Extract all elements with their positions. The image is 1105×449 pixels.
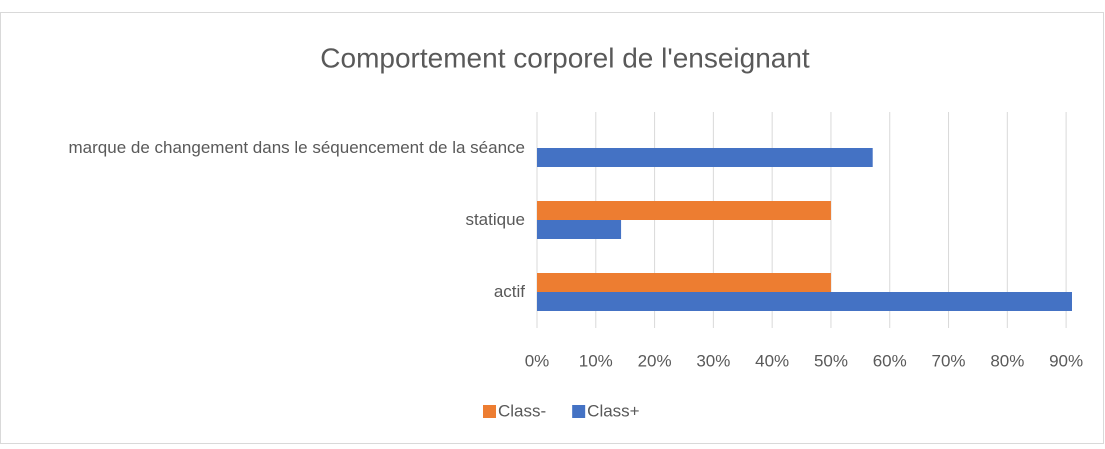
x-tick-label: 50% [814,351,848,370]
x-tick-label: 90% [1049,351,1083,370]
legend-label: Class+ [587,401,640,420]
bar [537,220,622,239]
category-label-box: marque de changement dans le séquencemen… [0,112,525,184]
legend-swatch [483,405,496,418]
x-tick-label: 20% [638,351,672,370]
legend-swatch [572,405,586,418]
chart-title: Comportement corporel de l'enseignant [320,42,810,73]
x-tick-label: 40% [755,351,789,370]
bar [537,292,1072,311]
bar [537,201,831,220]
bar [537,148,873,167]
y-tick-label: marque de changement dans le séquencemen… [68,137,525,157]
x-tick-label: 70% [932,351,966,370]
legend-label: Class- [498,401,546,420]
category-label-row: statique [0,184,525,256]
x-tick-label: 10% [579,351,613,370]
bar [537,273,831,292]
category-label-row: actif [0,256,525,328]
category-label-box: actif [0,256,525,328]
x-tick-label: 80% [990,351,1024,370]
y-tick-label: statique [465,209,525,229]
category-label-box: statique [0,184,525,256]
x-tick-label: 60% [873,351,907,370]
x-tick-label: 0% [525,351,550,370]
y-tick-label: actif [493,281,525,301]
category-label-row: marque de changement dans le séquencemen… [0,112,525,184]
x-tick-label: 30% [696,351,730,370]
